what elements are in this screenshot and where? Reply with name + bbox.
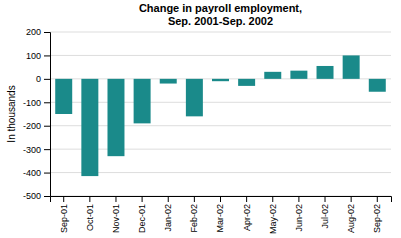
x-tick: Aug-02 [346,196,356,233]
y-tick: 0 [36,74,50,84]
x-tick: Sep-02 [372,196,382,233]
bar [160,79,177,84]
bar [212,79,229,81]
tick-label: May-02 [268,204,278,234]
tick-label: Aug-02 [346,204,356,233]
tick-mark [44,55,50,56]
y-tick: -500 [23,191,50,201]
grid-line [50,149,391,150]
tick-mark [220,196,221,202]
grid [50,32,391,196]
tick-mark [351,196,352,202]
tick-label: 100 [26,51,41,61]
tick-label: Jun-02 [294,204,304,232]
tick-label: -500 [23,191,41,201]
x-tick: Feb-02 [189,196,199,233]
tick-mark [89,196,90,202]
tick-mark [44,79,50,80]
tick-label: Jul-02 [320,204,330,229]
grid-line [50,125,391,126]
tick-label: Sep-01 [59,204,69,233]
x-tick: Oct-01 [85,196,95,231]
tick-label: -400 [23,168,41,178]
tick-mark [325,196,326,202]
x-tick: Sep-01 [59,196,69,233]
tick-mark [115,196,116,202]
y-tick: -400 [23,168,50,178]
tick-label: -100 [23,98,41,108]
bar [238,79,255,86]
x-tick: Jun-02 [294,196,304,232]
tick-mark [63,196,64,202]
tick-label: 200 [26,27,41,37]
tick-mark [44,102,50,103]
tick-label: Apr-02 [242,204,252,231]
grid-line [50,172,391,173]
tick-mark [44,173,50,174]
tick-mark [194,196,195,202]
bar [343,55,360,78]
tick-mark [44,149,50,150]
grid-line [50,32,391,33]
tick-mark [246,196,247,202]
tick-label: -300 [23,145,41,155]
tick-mark [44,196,50,197]
tick-mark [272,196,273,202]
plot: -500 -400 -300 -200 -100 0 100 200 Sep-01 Oct-01 N… [23,27,392,234]
tick-label: 0 [36,74,41,84]
y-tick: -100 [23,98,50,108]
tick-label: Nov-01 [111,204,121,233]
title: Change in payroll employment,Sep. 2001-S… [139,2,302,27]
y-tick: 200 [26,27,50,37]
axis-domain [51,197,392,203]
chart: -500 -400 -300 -200 -100 0 100 200 Sep-01 Oct-01 N… [0,0,401,238]
bar [290,71,307,79]
x-tick: May-02 [268,196,278,234]
tick-label: Mar-02 [215,204,225,233]
tick-label: Oct-01 [85,204,95,231]
x-tick: Nov-01 [111,196,121,233]
bar [107,79,124,156]
tick-label: Jan-02 [163,204,173,232]
bar [264,72,281,79]
bar [317,66,334,79]
tick-label: Sep-02 [372,204,382,233]
y-axis-label: In thousands [6,85,17,142]
axis-domain [44,33,51,197]
bar [369,79,386,92]
bar [55,79,72,114]
x-axis: Sep-01 Oct-01 Nov-01 Dec-01 Jan-02 Feb-02 Mar-… [51,196,392,234]
tick-mark [142,196,143,202]
tick-mark [298,196,299,202]
tick-label: Feb-02 [189,204,199,233]
x-tick: Mar-02 [215,196,225,233]
tick-mark [168,196,169,202]
x-tick: Jul-02 [320,196,330,229]
grid-line [50,55,391,56]
bar [134,79,151,124]
tick-mark [44,126,50,127]
y-tick: -300 [23,145,50,155]
x-tick: Dec-01 [137,196,147,233]
x-tick: Apr-02 [242,196,252,231]
y-tick: 100 [26,51,50,61]
tick-mark [44,32,50,33]
tick-mark [377,196,378,202]
bar [81,79,98,176]
tick-label: Dec-01 [137,204,147,233]
y-axis: -500 -400 -300 -200 -100 0 100 200 [23,27,51,201]
y-tick: -200 [23,121,50,131]
grid-line [50,102,391,103]
x-tick: Jan-02 [163,196,173,232]
tick-label: -200 [23,121,41,131]
bar [186,79,203,116]
bars [55,55,386,176]
